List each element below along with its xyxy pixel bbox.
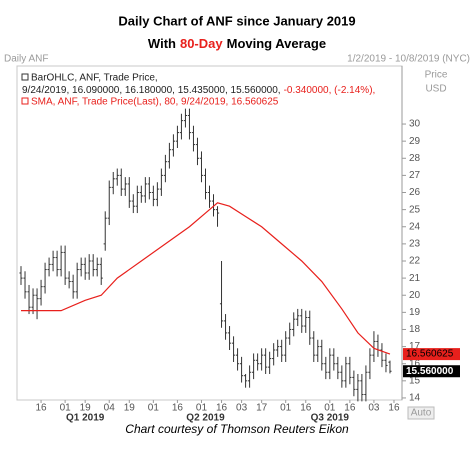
y-tick-label: 28 bbox=[409, 153, 421, 164]
scale-mode[interactable]: Auto bbox=[411, 408, 432, 419]
y-tick-label: 25 bbox=[409, 204, 421, 215]
y-tick-label: 29 bbox=[409, 136, 421, 147]
y-tick-label: 30 bbox=[409, 119, 421, 130]
y-tick-label: 17 bbox=[409, 341, 421, 352]
y-tick-label: 16 bbox=[409, 358, 421, 369]
x-tick-label: 01 bbox=[324, 403, 336, 414]
x-tick-label: 01 bbox=[196, 403, 208, 414]
y-tick-label: 26 bbox=[409, 187, 421, 198]
y-tick-label: 23 bbox=[409, 239, 421, 250]
sma-tag: 16.560625 bbox=[406, 349, 454, 360]
x-tick-label: 17 bbox=[256, 403, 268, 414]
x-tick-label: 16 bbox=[300, 403, 312, 414]
y-tick-label: 22 bbox=[409, 256, 421, 267]
subtitle-after: Moving Average bbox=[227, 36, 326, 51]
y-tick-label: 19 bbox=[409, 307, 421, 318]
x-group-label: Q1 2019 bbox=[66, 413, 105, 424]
x-tick-label: 01 bbox=[148, 403, 160, 414]
legend-bar-line: 9/24/2019, 16.090000, 16.180000, 15.4350… bbox=[22, 85, 375, 96]
legend-bar-values: 9/24/2019, 16.090000, 16.180000, 15.4350… bbox=[22, 85, 281, 96]
header-left: Daily ANF bbox=[4, 54, 48, 65]
price-tag: 15.560000 bbox=[406, 366, 454, 377]
x-tick-label: 16 bbox=[172, 403, 184, 414]
x-tick-label: 03 bbox=[368, 403, 380, 414]
y-tick-label: 15 bbox=[409, 375, 421, 386]
x-tick-label: 16 bbox=[36, 403, 48, 414]
legend-bar-change: -0.340000, (-2.14%), bbox=[284, 85, 376, 96]
sma-tag-box bbox=[403, 348, 460, 361]
y-axis-label: Price bbox=[425, 70, 448, 81]
x-tick-label: 16 bbox=[344, 403, 356, 414]
ohlc-bars bbox=[19, 108, 392, 402]
y-tick-label: 24 bbox=[409, 221, 421, 232]
x-group-label: Q3 2019 bbox=[311, 413, 350, 424]
header-right: 1/2/2019 - 10/8/2019 (NYC) bbox=[347, 54, 470, 65]
y-tick-label: 27 bbox=[409, 170, 421, 181]
sma-line bbox=[21, 202, 391, 355]
chart-title: Daily Chart of ANF since January 2019 bbox=[118, 13, 355, 28]
scale-mode-button[interactable] bbox=[407, 406, 435, 420]
legend-icon-sma bbox=[21, 97, 29, 105]
x-tick-label: 01 bbox=[280, 403, 292, 414]
x-tick-label: 04 bbox=[104, 403, 116, 414]
y-tick-label: 20 bbox=[409, 290, 421, 301]
legend-icon-bar bbox=[21, 73, 29, 81]
chart-subtitle: With 80-Day Moving Average bbox=[148, 36, 326, 51]
y-axis-unit: USD bbox=[425, 84, 446, 95]
subtitle-before: With bbox=[148, 36, 176, 51]
subtitle-highlight: 80-Day bbox=[180, 36, 223, 51]
y-tick-label: 18 bbox=[409, 324, 421, 335]
footer: Chart courtesy of Thomson Reuters Eikon bbox=[125, 422, 349, 436]
legend-bar-name: BarOHLC, ANF, Trade Price, bbox=[31, 73, 158, 84]
x-tick-label: 19 bbox=[124, 403, 136, 414]
x-tick-label: 16 bbox=[388, 403, 400, 414]
x-tick-label: 01 bbox=[60, 403, 72, 414]
y-tick-label: 21 bbox=[409, 273, 421, 284]
price-tag-box bbox=[403, 365, 460, 378]
y-tick-label: 14 bbox=[409, 393, 421, 404]
legend-sma-name: SMA, ANF, Trade Price(Last), 80, 9/24/20… bbox=[31, 97, 279, 108]
x-group-label: Q2 2019 bbox=[186, 413, 225, 424]
x-tick-label: 19 bbox=[80, 403, 92, 414]
x-tick-label: 16 bbox=[216, 403, 228, 414]
x-tick-label: 03 bbox=[236, 403, 248, 414]
